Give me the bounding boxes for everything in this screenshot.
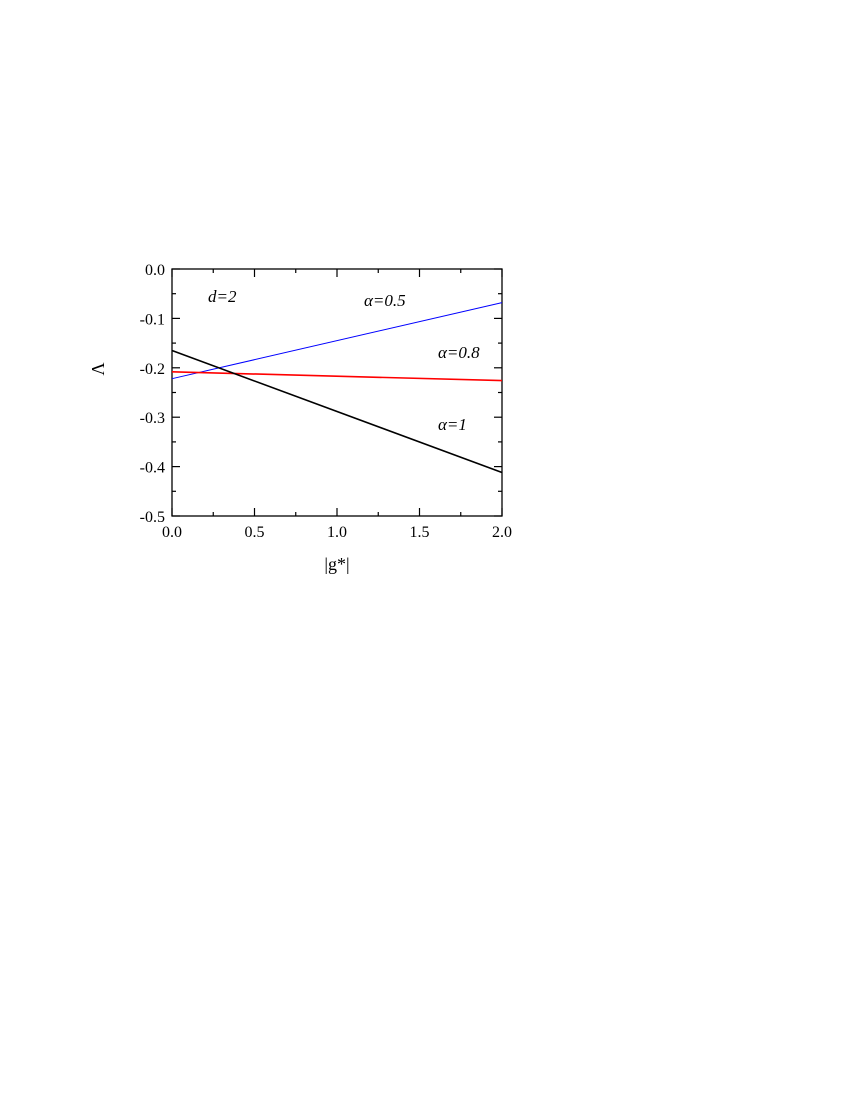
x-tick-label: 2.0	[492, 524, 512, 541]
y-tick-label: -0.3	[140, 410, 165, 427]
x-tick-label: 1.5	[410, 524, 430, 541]
y-tick-label: 0.0	[145, 262, 165, 279]
x-axis-title: |g*|	[324, 554, 349, 574]
y-tick-label: -0.4	[140, 460, 165, 477]
series-line-2	[171, 349, 503, 474]
annotation-alpha-0-8: α=0.8	[438, 343, 480, 362]
plot-frame	[171, 268, 503, 517]
axis-ticks	[171, 268, 503, 517]
annotation-alpha-1: α=1	[438, 415, 467, 434]
annotation-alpha-0-5: α=0.5	[364, 291, 406, 310]
annotation-d: d=2	[208, 287, 237, 306]
series-line-1	[171, 371, 503, 382]
y-tick-label: -0.1	[140, 311, 165, 328]
y-tick-label: -0.2	[140, 361, 165, 378]
x-tick-label: 1.0	[327, 524, 347, 541]
series-line-0	[171, 302, 503, 380]
x-tick-label: 0.5	[245, 524, 265, 541]
y-axis-title: Λ	[88, 362, 108, 375]
series-group	[171, 302, 503, 474]
x-tick-label: 0.0	[162, 524, 182, 541]
y-tick-label: -0.5	[140, 509, 165, 526]
